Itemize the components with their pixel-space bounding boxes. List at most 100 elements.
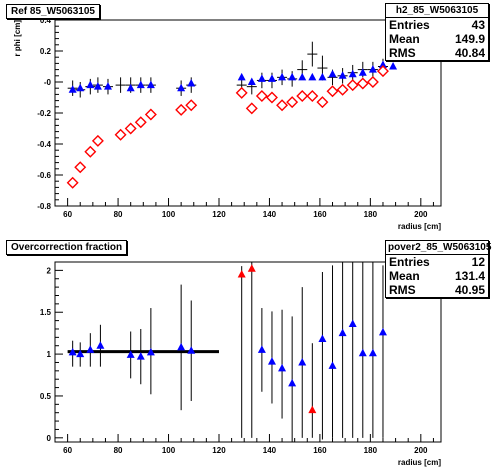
bottom-stats-row: RMS 40.95 — [386, 283, 488, 297]
stats-value: 43 — [471, 18, 485, 32]
data-point — [358, 68, 367, 76]
data-point — [276, 99, 289, 112]
stats-label: Mean — [389, 32, 420, 46]
stats-value: 149.9 — [454, 32, 485, 46]
data-point — [237, 270, 246, 278]
data-point — [308, 405, 317, 414]
stats-label: Entries — [389, 18, 430, 32]
data-point — [93, 82, 102, 90]
y-tick-label: 2 — [47, 266, 52, 275]
top-stats-row: RMS 40.84 — [386, 46, 488, 60]
data-point — [74, 161, 87, 174]
data-point — [368, 348, 377, 357]
data-point — [298, 357, 307, 366]
stats-label: RMS — [389, 283, 416, 297]
data-point — [278, 72, 287, 81]
x-tick-label: 80 — [114, 446, 123, 455]
data-point — [348, 69, 357, 78]
data-point — [136, 352, 145, 360]
y-tick-label: -0.4 — [37, 140, 51, 149]
y-tick-label: 0.5 — [40, 392, 52, 401]
data-point — [187, 79, 196, 87]
data-point — [237, 72, 246, 81]
data-point — [356, 77, 369, 90]
data-point — [378, 60, 387, 68]
data-point — [177, 342, 186, 351]
y-tick-label: -0 — [44, 78, 52, 87]
x-tick-label: 200 — [414, 446, 428, 455]
x-tick-label: 80 — [114, 210, 123, 219]
y-tick-label: -0.8 — [37, 202, 51, 211]
bottom-stats-name: pover2_85_W5063105 — [386, 242, 492, 255]
data-point — [366, 76, 379, 88]
bottom-stats-row: Mean 131.4 — [386, 269, 488, 283]
data-point — [306, 89, 319, 102]
x-tick-label: 120 — [212, 210, 226, 219]
data-point — [296, 89, 309, 102]
y-tick-label: -0.2 — [37, 109, 51, 118]
stats-value: 40.84 — [454, 46, 485, 60]
data-point — [318, 334, 327, 343]
data-point — [267, 357, 276, 365]
y-tick-label: 0.2 — [40, 47, 52, 56]
data-point — [288, 378, 297, 387]
bottom-stats-box: pover2_85_W5063105 Entries 12 Mean 131.4… — [385, 240, 492, 298]
data-point — [257, 345, 266, 353]
x-tick-label: 100 — [162, 210, 176, 219]
y-tick-label: 0 — [47, 434, 52, 443]
data-point — [255, 89, 268, 102]
data-point — [389, 62, 398, 70]
stats-value: 40.95 — [454, 283, 485, 297]
x-tick-label: 160 — [313, 446, 327, 455]
top-stats-name: h2_85_W5063105 — [386, 4, 488, 18]
data-point — [265, 91, 278, 104]
data-point — [76, 349, 85, 358]
top-stats-row: Entries 43 — [386, 18, 488, 32]
bottom-chart-title: Overcorrection fraction — [6, 240, 128, 255]
data-point — [114, 128, 127, 141]
stats-value: 12 — [471, 255, 485, 269]
data-point — [175, 103, 188, 116]
data-point — [126, 350, 135, 358]
data-point — [146, 80, 155, 89]
bottom-stats-row: Entries 12 — [386, 255, 488, 269]
data-point — [144, 108, 157, 121]
x-tick-label: 140 — [263, 446, 277, 455]
data-point — [68, 347, 77, 356]
data-point — [328, 361, 337, 369]
stats-label: Entries — [389, 255, 430, 269]
data-point — [84, 145, 97, 158]
data-point — [298, 72, 307, 81]
y-axis-label: r phi [cm] — [13, 20, 22, 57]
data-point — [91, 134, 104, 147]
data-point — [66, 176, 79, 189]
data-point — [247, 264, 256, 272]
data-point — [267, 74, 276, 82]
data-point — [247, 77, 256, 85]
data-point — [288, 72, 297, 81]
x-tick-label: 180 — [364, 446, 378, 455]
x-axis-label: radius [cm] — [398, 458, 441, 467]
x-tick-label: 100 — [162, 446, 176, 455]
top-panel: 60 80 100 120 140 160 180 200 -0.8 -0.6 -0.4 -0.2 -0… — [13, 16, 442, 231]
x-tick-label: 60 — [63, 210, 72, 219]
data-point — [358, 348, 367, 357]
x-tick-label: 200 — [414, 210, 428, 219]
data-point — [378, 327, 387, 336]
data-point — [286, 96, 299, 109]
data-point — [348, 319, 357, 327]
data-point — [308, 72, 317, 81]
x-tick-label: 160 — [313, 210, 327, 219]
top-stats-box: h2_85_W5063105 Entries 43 Mean 149.9 RMS… — [385, 3, 489, 61]
x-axis-label: radius [cm] — [398, 222, 441, 231]
data-point — [76, 83, 85, 92]
x-tick-label: 120 — [212, 446, 226, 455]
data-point — [338, 328, 347, 337]
data-point — [318, 72, 327, 81]
data-point — [86, 80, 95, 89]
data-point — [328, 69, 337, 78]
data-point — [134, 116, 147, 129]
x-tick-label: 140 — [263, 210, 277, 219]
data-point — [245, 102, 258, 115]
